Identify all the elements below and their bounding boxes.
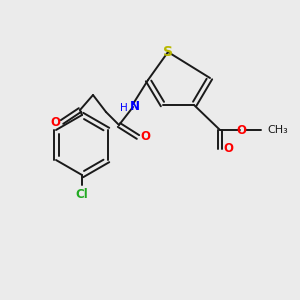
Text: Cl: Cl bbox=[76, 188, 88, 202]
Text: H: H bbox=[120, 103, 128, 113]
Text: O: O bbox=[50, 116, 60, 128]
Text: S: S bbox=[163, 45, 173, 59]
Text: O: O bbox=[140, 130, 150, 143]
Text: N: N bbox=[130, 100, 140, 113]
Text: O: O bbox=[223, 142, 233, 155]
Text: CH₃: CH₃ bbox=[267, 125, 288, 135]
Text: O: O bbox=[236, 124, 246, 136]
